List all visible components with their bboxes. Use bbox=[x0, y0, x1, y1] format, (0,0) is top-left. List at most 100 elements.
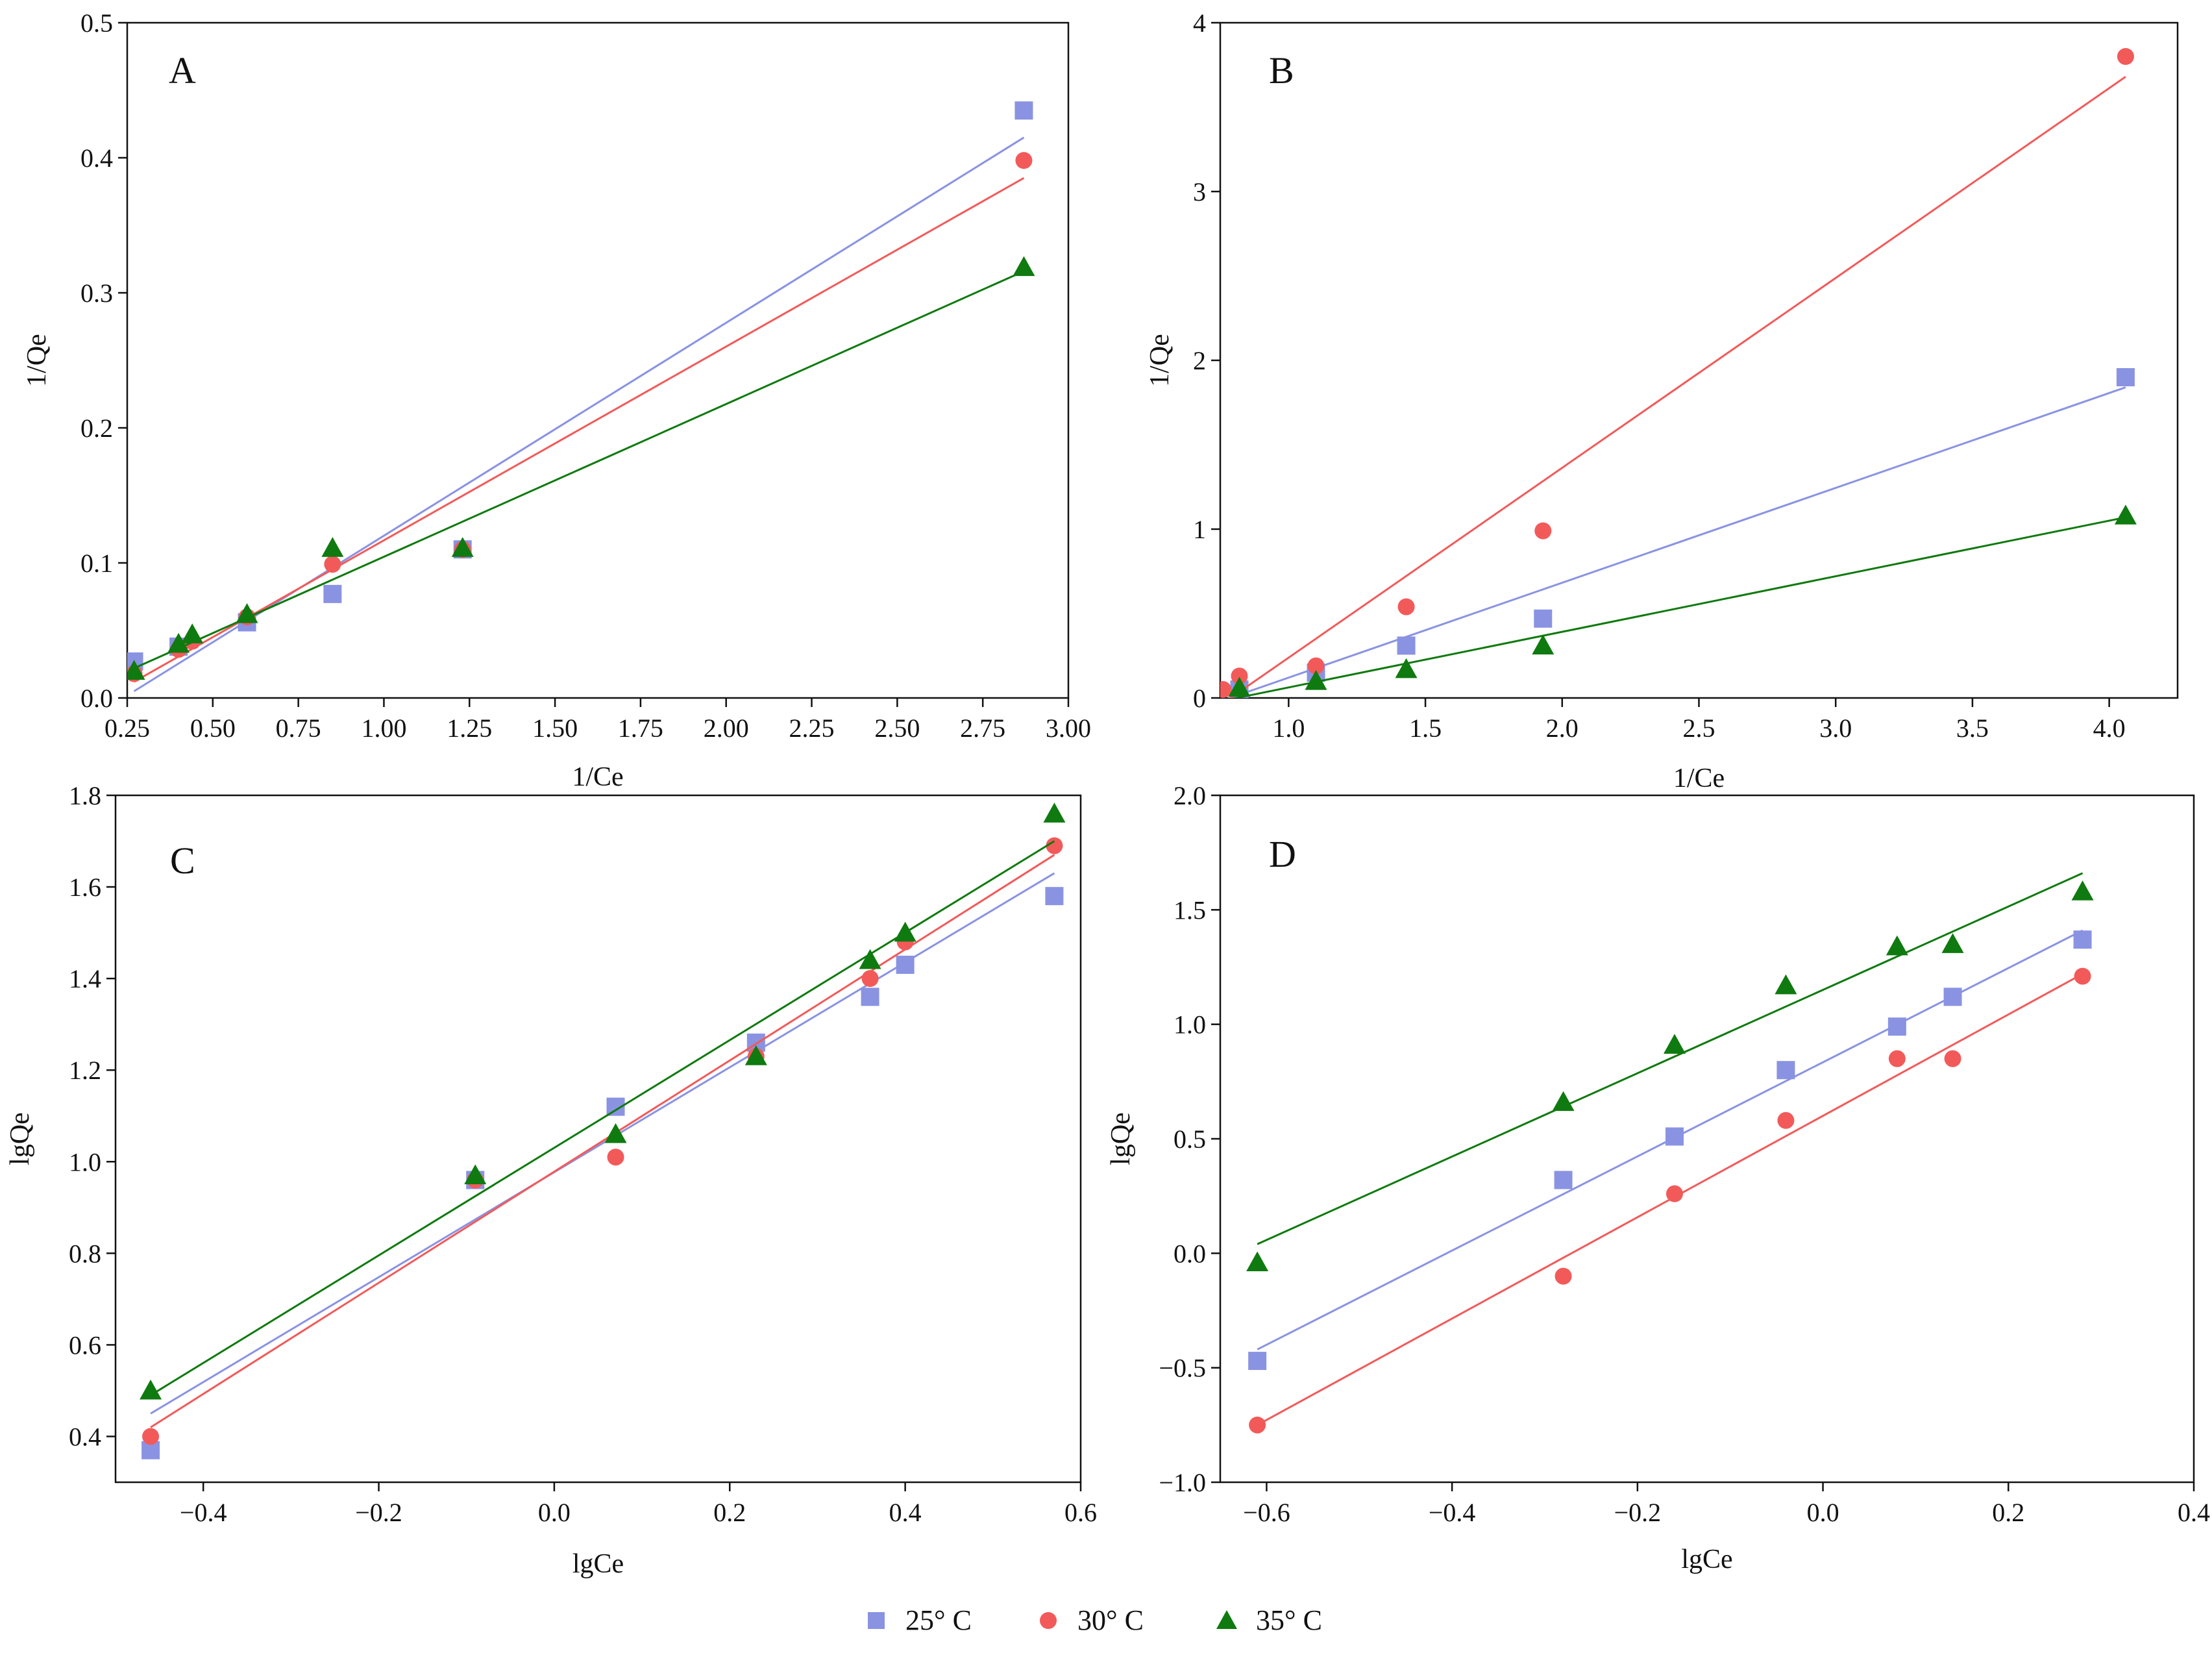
x-tick-label-d: −0.2 bbox=[1614, 1498, 1662, 1527]
point-s25-d bbox=[1665, 1127, 1684, 1146]
panel-a: 0.25 0.50 0.75 1.00 1.25 1.50 1.75 2.00 2.25 2.50… bbox=[22, 8, 1091, 792]
y-tick-label-a: 0.2 bbox=[80, 414, 113, 443]
x-tick-label-a: 2.25 bbox=[789, 714, 835, 743]
y-tick-label-a: 0.1 bbox=[80, 549, 113, 578]
x-tick-label-d: −0.4 bbox=[1429, 1498, 1476, 1527]
y-tick-label-b: 2 bbox=[1193, 346, 1206, 375]
point-s30-d bbox=[1555, 1267, 1572, 1285]
plot-frame-a bbox=[126, 21, 1070, 699]
fit-line-s30-b bbox=[1229, 75, 2126, 698]
y-tick-label-c: 0.4 bbox=[69, 1422, 101, 1451]
point-s35-c bbox=[744, 1045, 767, 1065]
point-s30-d bbox=[2074, 967, 2091, 985]
fit-line-s30-a bbox=[133, 177, 1025, 683]
y-axis-label-d: lgQe bbox=[1106, 1112, 1136, 1165]
point-s25-b bbox=[1397, 636, 1416, 655]
x-tick-label-b: 1.0 bbox=[1272, 714, 1305, 743]
point-s35-c bbox=[604, 1123, 627, 1143]
y-tick-label-b: 1 bbox=[1193, 515, 1206, 544]
y-tick-label-d: 1.0 bbox=[1174, 1010, 1206, 1039]
point-s35-b bbox=[1228, 677, 1251, 697]
fit-line-s30-c bbox=[150, 854, 1055, 1428]
x-tick-label-b: 3.0 bbox=[1819, 714, 1852, 743]
point-s35-a bbox=[127, 660, 145, 680]
legend: 25° C 30° C 35° C bbox=[868, 1604, 1322, 1636]
x-axis-label-a: 1/Ce bbox=[572, 762, 623, 792]
point-s35-d bbox=[1246, 1251, 1269, 1272]
plot-area-c bbox=[140, 802, 1066, 1460]
x-tick-label-a: 1.75 bbox=[618, 714, 663, 743]
point-s25-d bbox=[1887, 1017, 1906, 1036]
fit-line-s25-c bbox=[150, 872, 1055, 1415]
plot-area-a bbox=[127, 101, 1035, 692]
fit-line-s25-b bbox=[1227, 386, 2126, 698]
y-axis-label-a: 1/Qe bbox=[22, 334, 52, 387]
plot-area-b bbox=[1220, 48, 2137, 698]
legend-marker-s25 bbox=[868, 1612, 885, 1629]
y-tick-label-d: 0.0 bbox=[1174, 1239, 1206, 1268]
panel-c: −0.4 −0.2 0.0 0.2 0.4 0.6 0.4 0.6 0.8 1.0 1.2 1.4 1.… bbox=[5, 781, 1097, 1579]
point-s35-a bbox=[236, 603, 258, 623]
point-s35-b bbox=[1395, 658, 1418, 678]
point-s35-c bbox=[464, 1164, 487, 1185]
point-s30-b bbox=[1397, 598, 1415, 615]
x-tick-label-a: 0.25 bbox=[104, 714, 150, 743]
point-s25-d bbox=[2073, 930, 2092, 949]
point-s30-d bbox=[1777, 1112, 1795, 1129]
point-s30-a bbox=[1015, 152, 1033, 169]
point-s35-d bbox=[2071, 880, 2094, 901]
plot-frame-d bbox=[1219, 794, 2195, 1484]
point-s35-c bbox=[140, 1379, 162, 1400]
x-tick-label-d: 0.2 bbox=[1992, 1498, 2024, 1527]
x-tick-label-b: 1.5 bbox=[1409, 714, 1442, 743]
point-s35-b bbox=[2114, 504, 2137, 525]
point-s25-d bbox=[1554, 1171, 1573, 1189]
point-s30-d bbox=[1666, 1185, 1683, 1202]
point-s30-c bbox=[1046, 837, 1063, 854]
legend-marker-s30 bbox=[1040, 1612, 1057, 1629]
panel-letter-d: D bbox=[1269, 833, 1296, 875]
fit-line-s35-d bbox=[1257, 872, 2083, 1245]
point-s35-a bbox=[167, 632, 190, 653]
y-tick-label-b: 0 bbox=[1193, 684, 1206, 713]
x-tick-label-a: 0.50 bbox=[190, 714, 236, 743]
point-s35-b bbox=[1532, 634, 1555, 654]
y-tick-label-c: 1.0 bbox=[69, 1147, 101, 1176]
x-axis-label-b: 1/Ce bbox=[1673, 764, 1725, 793]
y-tick-label-a: 0.3 bbox=[80, 279, 113, 308]
panel-d: −0.6 −0.4 −0.2 0.0 0.2 0.4 −1.0 −0.5 0.0 0.5 1.0 1.… bbox=[1106, 781, 2210, 1574]
x-tick-label-d: 0.4 bbox=[2178, 1498, 2210, 1527]
panel-letter-a: A bbox=[169, 49, 196, 92]
x-tick-label-a: 0.75 bbox=[276, 714, 321, 743]
y-tick-label-c: 1.2 bbox=[69, 1056, 101, 1085]
plot-frame-c bbox=[114, 794, 1082, 1484]
panel-letter-b: B bbox=[1269, 49, 1294, 92]
y-tick-label-d: 1.5 bbox=[1174, 895, 1206, 925]
point-s35-a bbox=[181, 623, 204, 643]
point-s35-d bbox=[1664, 1034, 1686, 1054]
fit-line-s35-a bbox=[133, 270, 1025, 669]
y-axis-label-b: 1/Qe bbox=[1145, 334, 1175, 387]
point-s30-c bbox=[861, 970, 879, 988]
point-s25-d bbox=[1248, 1352, 1267, 1371]
y-axis-label-c: lgQe bbox=[5, 1112, 35, 1165]
point-s35-d bbox=[1941, 933, 1964, 953]
point-s30-d bbox=[1944, 1050, 1961, 1067]
point-s25-a bbox=[323, 584, 342, 603]
point-s35-c bbox=[859, 949, 881, 969]
point-s25-c bbox=[896, 955, 915, 974]
x-tick-label-a: 1.00 bbox=[361, 714, 406, 743]
point-s30-b bbox=[1534, 522, 1552, 540]
plot-frame-b bbox=[1219, 21, 2179, 699]
point-s35-d bbox=[1552, 1091, 1575, 1112]
y-tick-label-d: 0.5 bbox=[1174, 1125, 1206, 1154]
point-s25-c bbox=[861, 988, 879, 1006]
point-s30-c bbox=[142, 1428, 160, 1445]
point-s35-d bbox=[1775, 974, 1797, 995]
x-tick-label-a: 1.50 bbox=[532, 714, 578, 743]
point-s25-c bbox=[1045, 887, 1064, 906]
y-tick-label-a: 0.4 bbox=[80, 143, 113, 173]
x-tick-label-a: 2.00 bbox=[704, 714, 749, 743]
point-s35-c bbox=[1043, 802, 1066, 823]
